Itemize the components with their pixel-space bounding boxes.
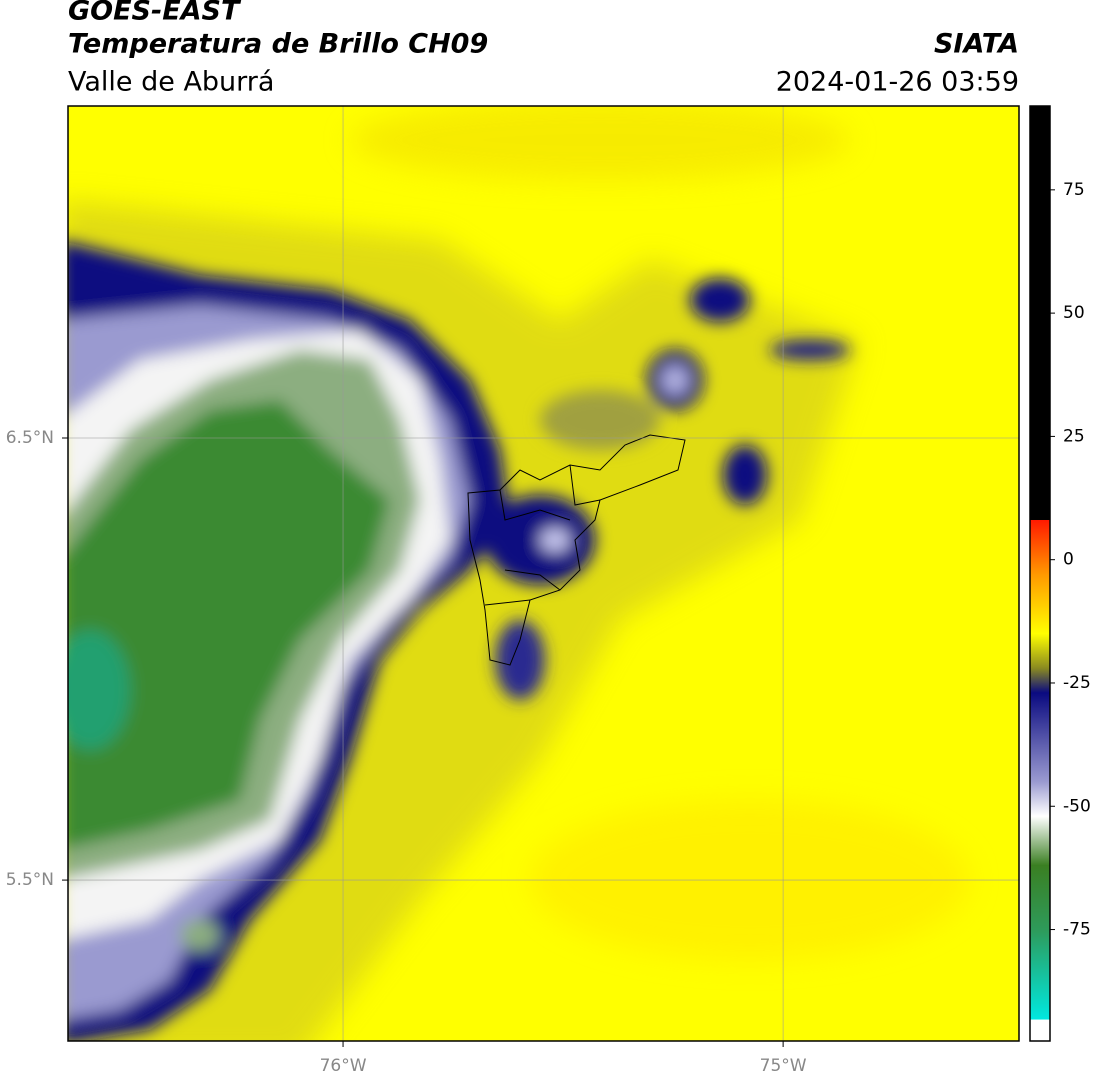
datetime: 2024-01-26 03:59 xyxy=(776,67,1019,98)
grid xyxy=(68,106,1019,1041)
x-tick-label: 75°W xyxy=(760,1056,807,1076)
y-tick-label: 5.5°N xyxy=(6,870,54,890)
colorbar-tick-label: 0 xyxy=(1063,550,1074,570)
colorbar-tick-label: 75 xyxy=(1063,180,1085,200)
colorbar-tick-label: -75 xyxy=(1063,920,1091,940)
colorbar xyxy=(1029,105,1051,1042)
x-tick-label: 76°W xyxy=(320,1056,367,1076)
title: GOES-EAST xyxy=(68,0,242,27)
satellite-image xyxy=(68,106,1019,1041)
colorbar-tick-label: 25 xyxy=(1063,426,1085,446)
colorbar-tick-label: 50 xyxy=(1063,303,1085,323)
colorbar-tick-label: -25 xyxy=(1063,673,1091,693)
colorbar-tick-label: -50 xyxy=(1063,796,1091,816)
region: Valle de Aburrá xyxy=(68,67,274,98)
municipal-boundaries xyxy=(467,434,686,666)
subtitle: Temperatura de Brillo CH09 xyxy=(68,29,488,60)
y-tick-label: 6.5°N xyxy=(6,428,54,448)
source: SIATA xyxy=(934,29,1019,60)
map-frame xyxy=(67,105,1020,1042)
